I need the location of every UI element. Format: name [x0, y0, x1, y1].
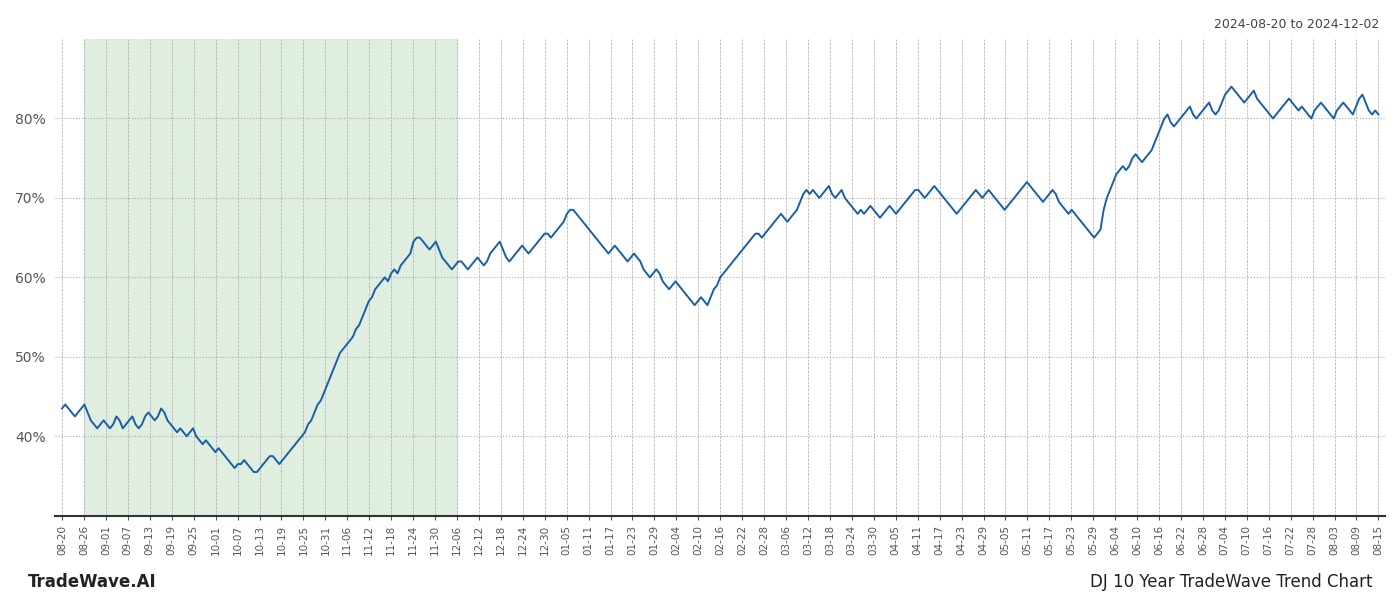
Text: 2024-08-20 to 2024-12-02: 2024-08-20 to 2024-12-02 [1214, 18, 1379, 31]
Bar [84, 39, 456, 516]
Text: TradeWave.AI: TradeWave.AI [28, 573, 157, 591]
Text: DJ 10 Year TradeWave Trend Chart: DJ 10 Year TradeWave Trend Chart [1089, 573, 1372, 591]
